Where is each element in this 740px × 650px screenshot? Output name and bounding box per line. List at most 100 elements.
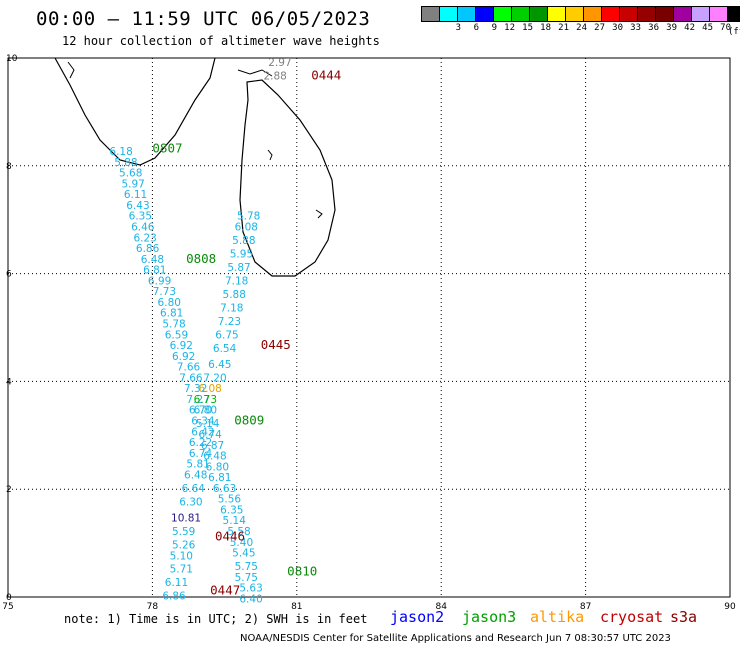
wave-height-value: 6.59 [165, 329, 188, 341]
colorbar-label: 27 [594, 23, 605, 33]
x-tick-label: 84 [435, 602, 447, 612]
satellite-legend-item: jason3 [462, 608, 517, 626]
wave-height-value: 7.23 [218, 316, 241, 328]
coast-detail [267, 149, 273, 161]
colorbar-swatch: 12 [493, 6, 515, 33]
colorbar-swatch: 9 [475, 6, 497, 33]
satellite-legend-item: cryosat [600, 608, 664, 626]
wave-height-value: 6.74 [198, 429, 222, 441]
wave-height-value: 6.74 [189, 448, 213, 460]
pass-time-label: 0446 [215, 528, 245, 543]
wave-height-value: 5.78 [162, 319, 185, 331]
wave-height-value: 6.34 [191, 416, 215, 428]
wave-height-value: 7.32 [184, 383, 207, 395]
colorbar-swatch: 45 [691, 6, 713, 33]
colorbar-swatch: 24 [565, 6, 587, 33]
wave-height-value: 7.18 [225, 275, 248, 287]
wave-height-value: 6.08 [235, 221, 258, 233]
x-tick-label: 81 [291, 602, 302, 612]
satellite-legend-item: jason2 [390, 608, 445, 626]
colorbar-label: 39 [666, 23, 677, 33]
colorbar-label: 33 [630, 23, 641, 33]
wave-height-value: 2.97 [268, 57, 291, 69]
pass-time-label: 0444 [311, 68, 341, 83]
wave-height-value: 5.26 [172, 539, 196, 551]
wave-height-value: 6.35 [129, 211, 152, 223]
colorbar-swatch: 70 [709, 6, 731, 33]
wave-height-value: 6.54 [213, 343, 237, 355]
wave-height-value: 6.86 [162, 591, 186, 603]
colorbar-label: 12 [504, 23, 515, 33]
pass-time-label: 0809 [234, 413, 264, 428]
wave-height-value: 5.45 [232, 548, 255, 560]
wave-height-value: 5.40 [230, 537, 253, 549]
pass-time-label: 0445 [261, 337, 291, 352]
wave-height-value: 6.30 [179, 496, 202, 508]
colorbar-swatch: 27 [583, 6, 605, 33]
colorbar-label: 42 [684, 23, 695, 33]
pass-time-label: 0810 [287, 563, 317, 578]
wave-height-value: 5.59 [172, 526, 195, 538]
wave-height-value: 5.14 [223, 515, 247, 527]
wave-height-value: 6.86 [136, 243, 160, 255]
satellite-legend-item: s3a [670, 608, 698, 626]
y-tick-label: 8 [6, 162, 12, 172]
footer-note: note: 1) Time is in UTC; 2) SWH is in fe… [64, 612, 368, 626]
colorbar-label: 30 [612, 23, 623, 33]
wave-height-value: 7.20 [203, 372, 226, 384]
wave-height-value: 7.66 [177, 362, 201, 374]
colorbar-label: 24 [576, 23, 587, 33]
colorbar-label: 45 [702, 23, 713, 33]
pass-time-label: 0447 [210, 582, 240, 597]
colorbar-label: 21 [558, 23, 569, 33]
wave-height-value: 6.48 [203, 451, 226, 463]
wave-height-value: 6.64 [182, 483, 206, 495]
india-coastline [54, 57, 216, 166]
wave-height-value: 7.66 [179, 372, 203, 384]
wave-height-value: 6.42 [191, 426, 214, 438]
colorbar-label: 70 [720, 23, 731, 33]
wave-height-value: 6.45 [208, 359, 231, 371]
wave-height-value: 5.10 [170, 550, 193, 562]
map-subtitle: 12 hour collection of altimeter wave hei… [62, 34, 380, 48]
footer-credit: NOAA/NESDIS Center for Satellite Applica… [240, 633, 671, 644]
colorbar-label: 18 [540, 23, 551, 33]
colorbar-label: 6 [473, 23, 479, 33]
map-frame [7, 57, 731, 598]
sri-lanka-coastline [239, 79, 336, 277]
wave-height-value: 6.87 [201, 440, 224, 452]
colorbar-unit: (ft) [728, 27, 740, 37]
wave-height-value: 6.81 [143, 265, 166, 277]
colorbar-label: 9 [491, 23, 497, 33]
pass-time-label: 0807 [152, 140, 182, 155]
wave-height-value: 6.48 [184, 469, 207, 481]
wave-height-value: 6.08 [198, 383, 221, 395]
y-tick-label: 4 [6, 377, 12, 387]
pass-time-label: 0808 [186, 251, 216, 266]
wave-height-value: 6.35 [220, 504, 243, 516]
y-tick-label: 2 [6, 485, 12, 495]
wave-height-value: 5.88 [232, 235, 255, 247]
colorbar-label: 15 [522, 23, 533, 33]
wave-height-value: 5.75 [235, 561, 258, 573]
map-title: 00:00 – 11:59 UTC 06/05/2023 [36, 8, 371, 30]
wave-height-value: 5.63 [239, 583, 262, 595]
x-tick-label: 75 [2, 602, 13, 612]
y-tick-label: 6 [6, 270, 12, 280]
wave-height-value: 6.48 [141, 254, 164, 266]
wave-height-value: 7.73 [153, 286, 176, 298]
wave-height-value: 5.88 [114, 157, 137, 169]
wave-height-value: 6.43 [126, 200, 149, 212]
wave-height-value: 10.81 [171, 513, 201, 525]
satellite-legend-item: altika [530, 608, 585, 626]
wave-height-value: 5.78 [237, 211, 260, 223]
wave-height-value: 6.99 [148, 275, 171, 287]
x-tick-label: 87 [580, 602, 591, 612]
coast-detail [67, 61, 75, 79]
wave-height-value: 5.81 [186, 459, 209, 471]
wave-height-value: 6.81 [208, 472, 231, 484]
wave-height-value: 5.75 [235, 572, 258, 584]
wave-height-value: 6.73 [194, 394, 217, 406]
